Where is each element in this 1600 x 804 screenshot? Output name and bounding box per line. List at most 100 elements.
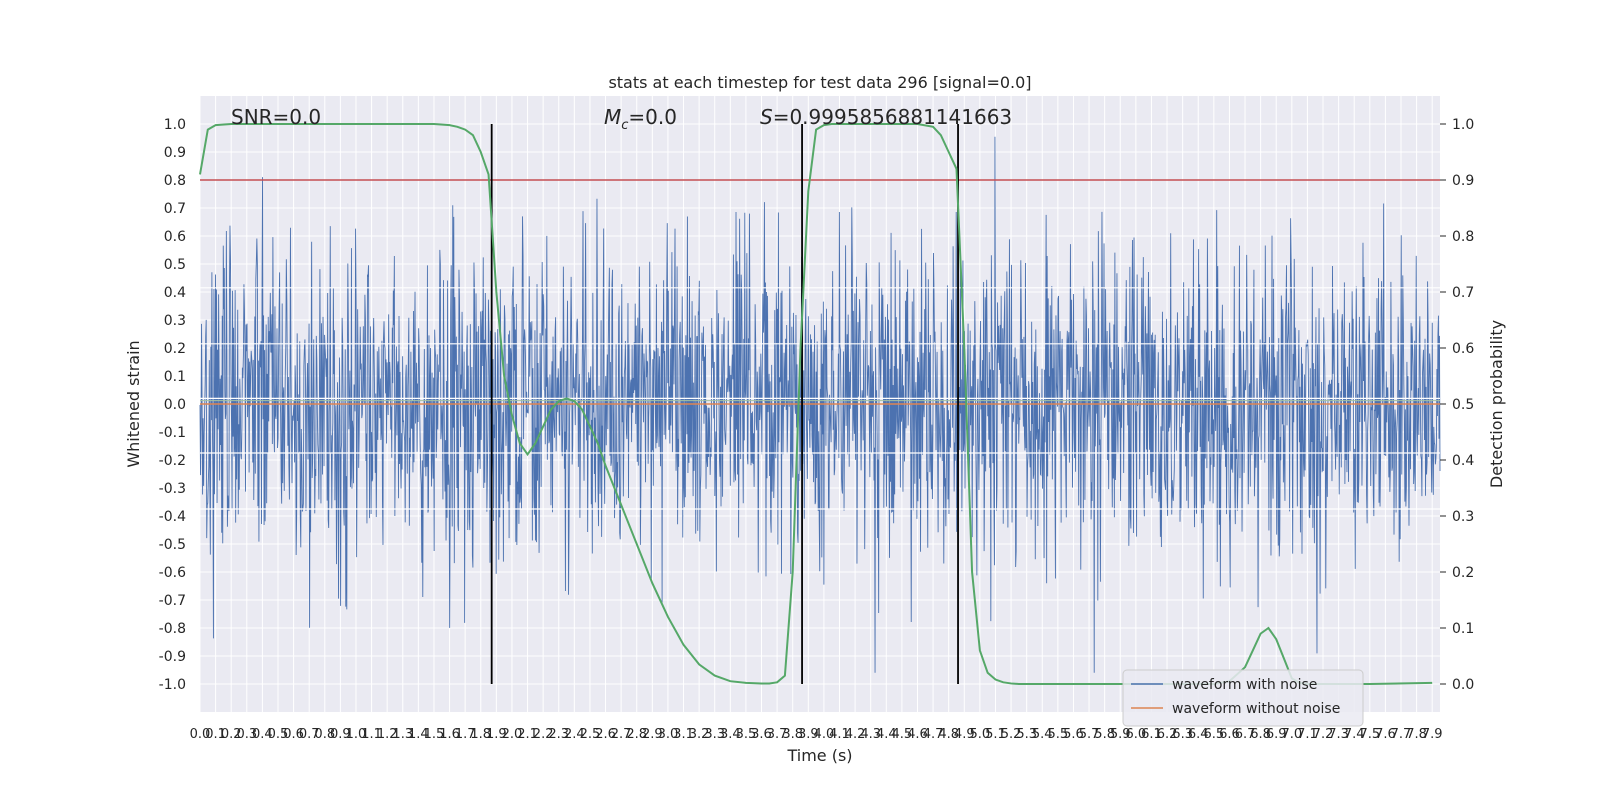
x-tick-label: 6.9 [1266,727,1287,742]
y-tick-label: 0.9 [164,145,186,161]
x-tick-label: 0.5 [268,727,289,742]
x-tick-label: 1.1 [361,727,382,742]
x-tick-label: 3.1 [673,727,694,742]
axes-layer: 0.00.10.20.30.40.50.60.70.80.91.01.11.21… [159,117,1475,742]
x-tick-label: 7.6 [1375,727,1396,742]
y2-tick-label: 0.2 [1452,565,1474,581]
y2-tick-label: 0.4 [1452,453,1474,469]
x-tick-label: 5.6 [1063,727,1084,742]
y-tick-label: -1.0 [159,677,186,693]
y2-tick-label: 0.9 [1452,173,1474,189]
x-tick-label: 3.5 [736,727,757,742]
chirp-mass-subscript: c [621,118,628,133]
y2-axis-label: Detection probability [1487,320,1506,488]
x-tick-label: 7.3 [1328,727,1349,742]
x-tick-label: 4.9 [954,727,975,742]
y-tick-label: -0.6 [159,565,186,581]
x-tick-label: 7.5 [1359,727,1380,742]
x-tick-label: 0.3 [236,727,257,742]
x-tick-label: 3.0 [658,727,679,742]
y-tick-label: 0.8 [164,173,186,189]
x-tick-label: 7.2 [1313,727,1334,742]
x-tick-label: 0.6 [283,727,304,742]
y-tick-label: -0.1 [159,425,186,441]
y-tick-label: -0.5 [159,537,186,553]
x-tick-label: 1.9 [486,727,507,742]
x-tick-label: 1.8 [470,727,491,742]
x-tick-label: 6.7 [1235,727,1256,742]
x-tick-label: 4.8 [938,727,959,742]
x-tick-label: 0.0 [190,727,211,742]
x-tick-label: 6.4 [1188,727,1209,742]
y-tick-label: 0.3 [164,313,186,329]
legend: waveform with noise waveform without noi… [1122,669,1364,727]
y-tick-label: 0.2 [164,341,186,357]
y-tick-label: -0.7 [159,593,186,609]
x-tick-label: 0.7 [299,727,320,742]
y-tick-label: 0.4 [164,285,186,301]
x-tick-label: 3.8 [782,727,803,742]
x-tick-label: 2.0 [502,727,523,742]
x-tick-label: 4.2 [845,727,866,742]
x-tick-label: 7.7 [1391,727,1412,742]
y-tick-label: -0.2 [159,453,186,469]
overlay-layer [199,123,1440,685]
legend-box [1122,669,1364,727]
x-tick-label: 5.9 [1110,727,1131,742]
x-tick-label: 3.6 [751,727,772,742]
x-tick-label: 3.2 [689,727,710,742]
noise-waveform-layer [199,136,1441,673]
x-tick-label: 4.6 [907,727,928,742]
x-tick-label: 3.3 [704,727,725,742]
x-tick-label: 2.7 [611,727,632,742]
x-tick-label: 3.9 [798,727,819,742]
x-tick-label: 0.9 [330,727,351,742]
y-tick-label: -0.4 [159,509,186,525]
x-tick-label: 0.1 [205,727,226,742]
y-tick-label: -0.3 [159,481,186,497]
x-tick-label: 4.1 [829,727,850,742]
x-tick-label: 1.5 [424,727,445,742]
x-tick-label: 6.3 [1172,727,1193,742]
x-tick-label: 3.4 [720,727,741,742]
y-tick-label: 1.0 [164,117,186,133]
chirp-mass-value: =0.0 [628,105,677,129]
x-tick-label: 5.5 [1048,727,1069,742]
y-axis-label: Whitened strain [124,340,143,467]
x-tick-label: 7.8 [1406,727,1427,742]
x-tick-label: 4.5 [892,727,913,742]
statistic-symbol: S [760,105,773,129]
x-tick-label: 5.2 [1001,727,1022,742]
y2-tick-label: 0.8 [1452,229,1474,245]
legend-label-noise: waveform with noise [1172,677,1317,693]
detection-probability-line [199,123,1433,685]
x-tick-label: 4.4 [876,727,897,742]
x-tick-label: 5.1 [985,727,1006,742]
noise-waveform-line [199,136,1441,673]
chirp-mass-annotation: Mc=0.0 [604,105,677,133]
y2-tick-label: 0.7 [1452,285,1474,301]
legend-label-clean: waveform without noise [1172,701,1340,717]
x-tick-label: 7.1 [1297,727,1318,742]
statistic-value: =0.9995856881141663 [773,105,1012,129]
x-tick-label: 2.4 [564,727,585,742]
x-tick-label: 1.3 [392,727,413,742]
x-tick-label: 3.7 [767,727,788,742]
x-tick-label: 6.1 [1141,727,1162,742]
x-tick-label: 7.4 [1344,727,1365,742]
y-tick-label: 0.0 [164,397,186,413]
x-tick-label: 1.6 [439,727,460,742]
x-tick-label: 2.3 [548,727,569,742]
chirp-mass-symbol: M [604,105,621,129]
x-tick-label: 4.0 [814,727,835,742]
x-tick-label: 7.9 [1422,727,1443,742]
x-tick-label: 5.3 [1016,727,1037,742]
y-tick-label: 0.6 [164,229,186,245]
x-tick-label: 2.6 [595,727,616,742]
y-tick-label: -0.8 [159,621,186,637]
x-axis-label: Time (s) [786,746,852,765]
x-tick-label: 0.2 [221,727,242,742]
snr-annotation: SNR=0.0 [231,105,321,129]
x-tick-label: 6.0 [1126,727,1147,742]
